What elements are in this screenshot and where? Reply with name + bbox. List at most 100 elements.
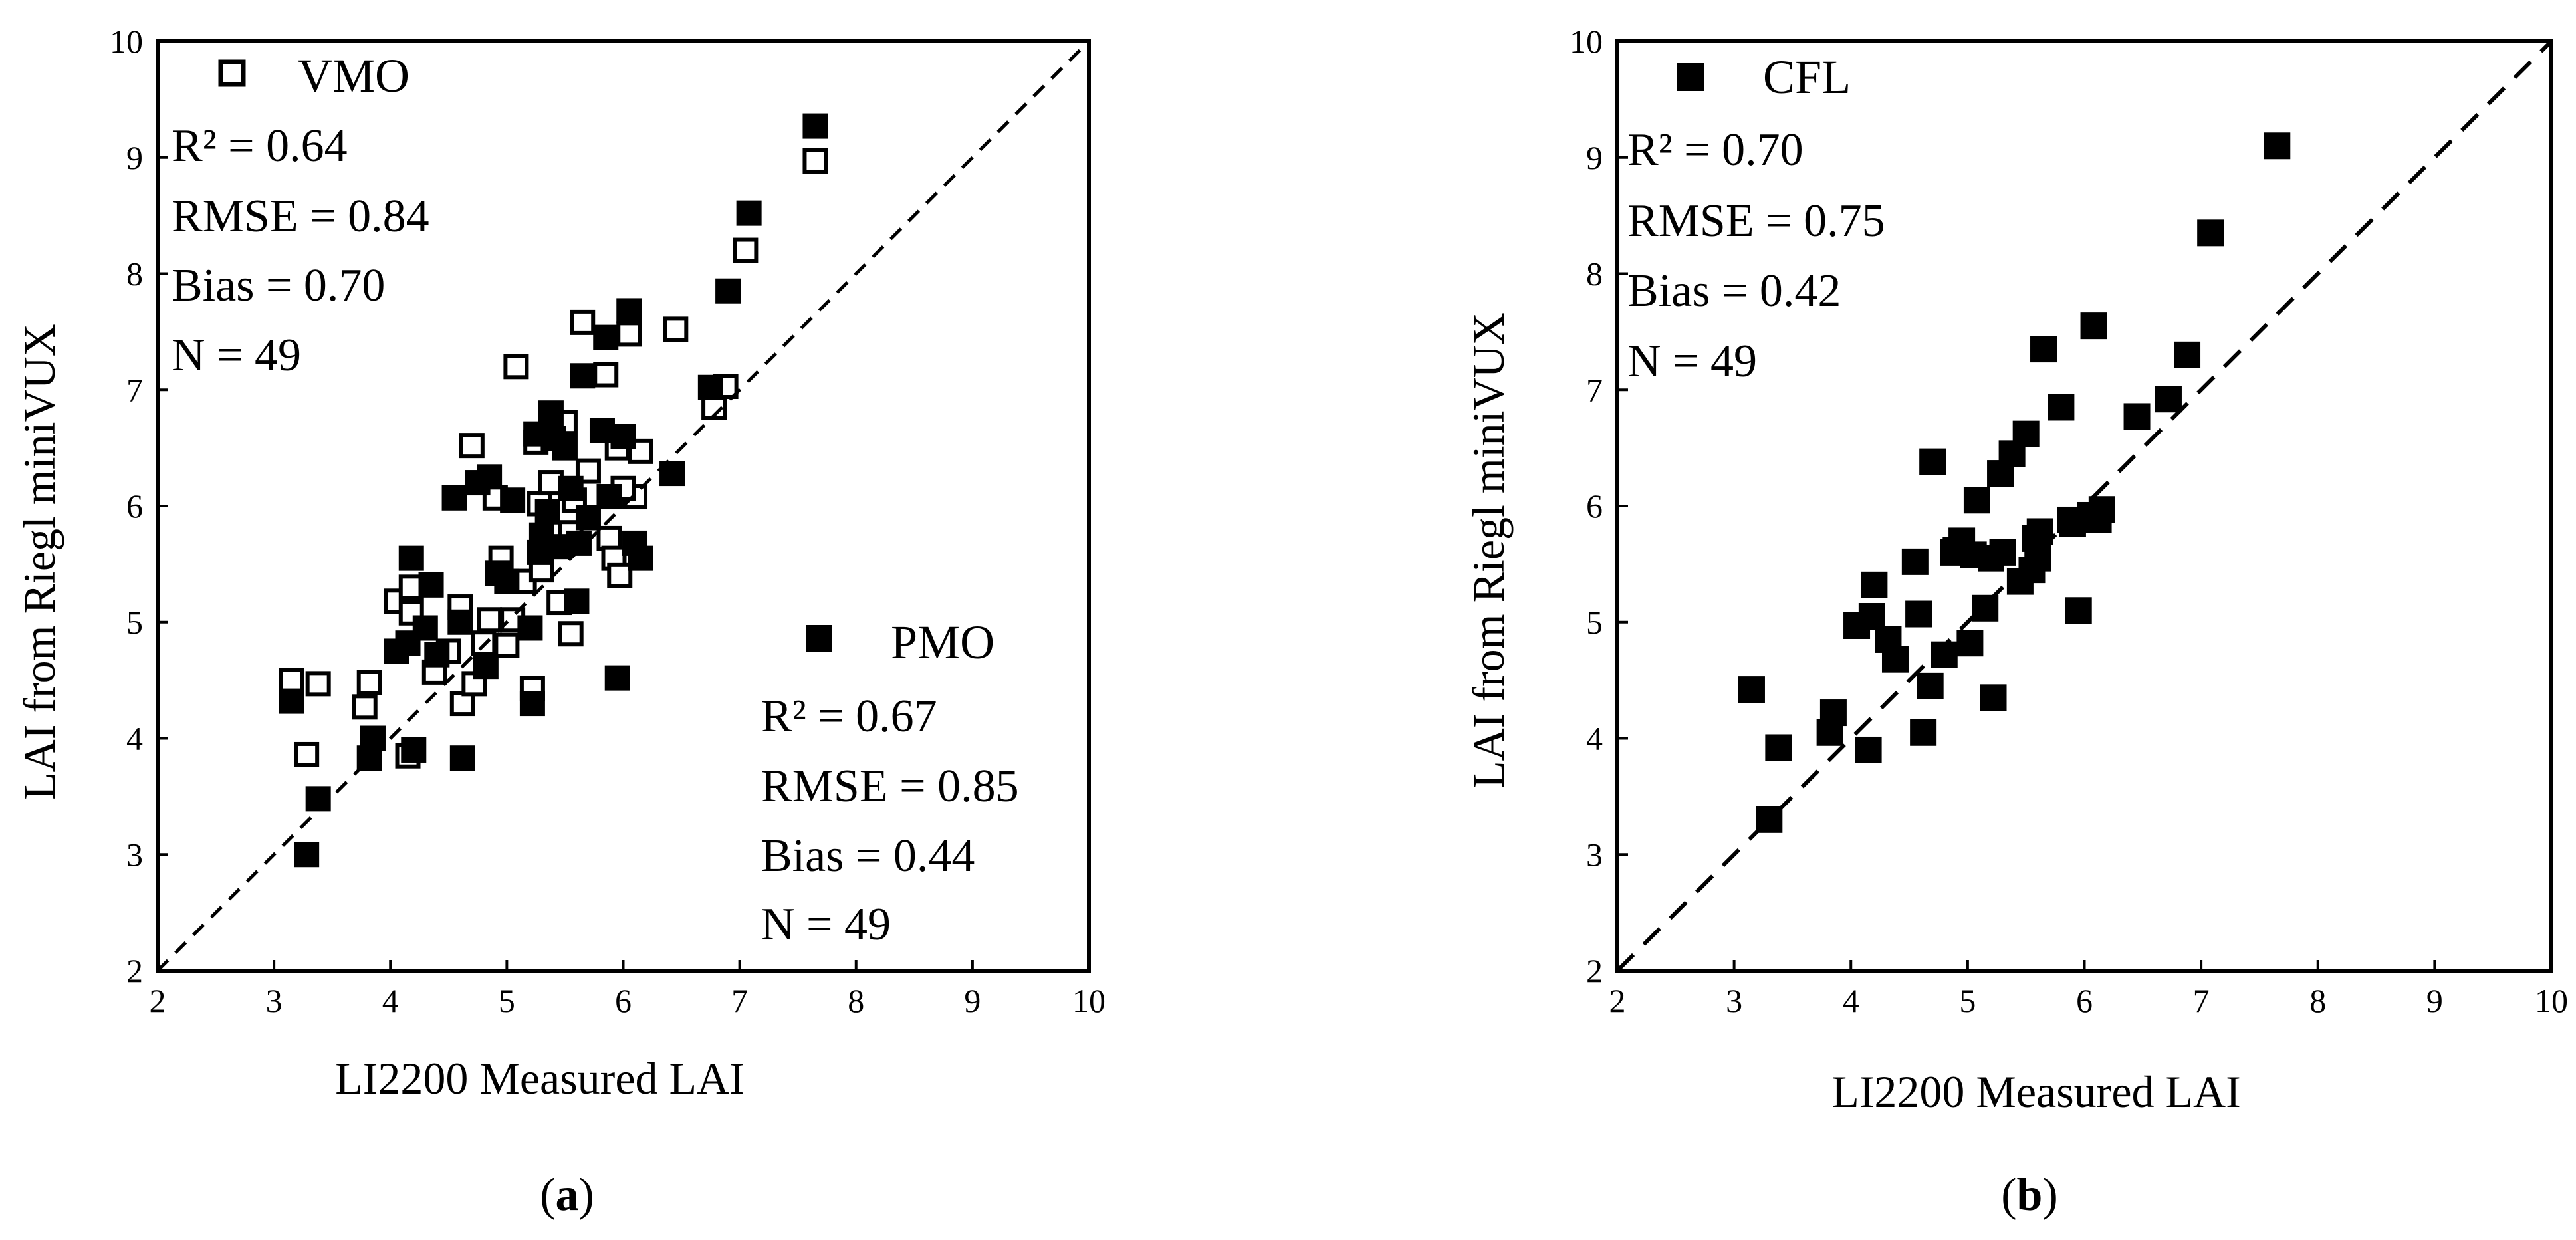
panel-b-ytick-label: 2	[1586, 952, 1603, 989]
point-pmo	[715, 278, 741, 304]
point-cfl	[1910, 719, 1937, 746]
point-vmo	[477, 607, 503, 633]
point-pmo	[305, 786, 331, 812]
point-cfl	[1858, 603, 1885, 630]
panel-b-ytick-label: 7	[1586, 371, 1603, 408]
point-cfl	[1980, 684, 2007, 711]
panel-b-xtick-label: 5	[1959, 982, 1976, 1019]
panel-a-ytick-label: 5	[126, 604, 143, 641]
point-cfl	[1989, 539, 2016, 566]
point-vmo	[802, 148, 828, 174]
panel-a-one-to-one-line	[156, 40, 1090, 972]
point-pmo	[494, 568, 520, 594]
panel-a-xlabel: LI2200 Measured LAI	[335, 1053, 745, 1104]
point-cfl	[2012, 420, 2040, 447]
panel-b-one-to-one-line	[1615, 39, 2553, 973]
panel-b-ticks: 2 3 4 5 6 7 8 9 10 2 3 4 5 6 7 8 9 10	[1570, 23, 2568, 1019]
panel-b-xtick-label: 10	[2535, 982, 2568, 1019]
panel-a-ytick-label: 4	[126, 720, 143, 757]
point-cfl	[1919, 448, 1946, 475]
point-vmo	[279, 668, 304, 693]
panel-a-xtick-label: 3	[266, 982, 283, 1019]
panel-a-xtick-label: 7	[731, 982, 748, 1019]
point-vmo	[494, 632, 520, 658]
panel-b-caption-letter: b	[2017, 1170, 2043, 1221]
point-cfl	[1901, 548, 1929, 575]
panel-a: 2 3 4 5 6 7 8 9 10 2 3 4 5 6 7 8 9 10 LAI from Riegl mini…	[14, 23, 1106, 1221]
legend-pmo-label: PMO	[891, 616, 995, 669]
vmo-n: N = 49	[172, 330, 301, 381]
point-vmo	[294, 741, 320, 767]
panel-a-xtick-label: 5	[499, 982, 515, 1019]
point-pmo	[593, 324, 619, 350]
legend-pmo-marker	[806, 625, 832, 652]
point-pmo	[570, 363, 596, 389]
point-cfl	[2155, 386, 2182, 413]
panel-a-caption-open: (	[540, 1170, 555, 1221]
panel-a-ytick-label: 6	[126, 487, 143, 525]
point-pmo	[697, 374, 723, 400]
legend-vmo-label: VMO	[298, 49, 410, 102]
point-pmo	[477, 464, 503, 490]
legend-cfl-label: CFL	[1763, 51, 1851, 104]
panel-b-xtick-label: 7	[2193, 982, 2210, 1019]
cfl-rmse: RMSE = 0.75	[1627, 195, 1885, 247]
point-pmo	[558, 475, 584, 501]
panel-a-ylabel: LAI from Riegl miniVUX	[14, 324, 64, 800]
point-cfl	[1855, 736, 1882, 763]
legend-cfl-marker	[1677, 63, 1704, 91]
panel-b-xtick-label: 8	[2309, 982, 2326, 1019]
panel-b-ytick-label: 4	[1586, 720, 1603, 757]
panel-a-caption-letter: a	[556, 1170, 579, 1221]
panel-b-ylabel: LAI from Riegl miniVUX	[1463, 312, 1514, 789]
panel-b-ytick-label: 5	[1586, 604, 1603, 641]
point-pmo	[294, 842, 320, 868]
point-pmo	[616, 298, 642, 324]
vmo-r2: R² = 0.64	[172, 120, 348, 172]
point-pmo	[473, 654, 499, 680]
point-pmo	[534, 499, 560, 525]
panel-b: 2 3 4 5 6 7 8 9 10 2 3 4 5 6 7 8 9 10 LAI from Riegl mini…	[1463, 23, 2568, 1221]
panel-b-ytick-label: 6	[1586, 487, 1603, 525]
point-cfl	[1881, 646, 1909, 673]
panel-b-caption-close: )	[2042, 1170, 2057, 1221]
point-vmo	[616, 321, 642, 347]
point-pmo	[802, 113, 828, 139]
panel-a-xtick-label: 10	[1072, 982, 1106, 1019]
panel-a-ytick-label: 10	[110, 23, 143, 60]
point-pmo	[604, 665, 630, 691]
point-pmo	[424, 642, 450, 668]
legend-vmo-marker	[218, 59, 246, 87]
vmo-rmse: RMSE = 0.84	[172, 191, 429, 242]
point-cfl	[2024, 545, 2051, 572]
panel-a-ytick-label: 9	[126, 139, 143, 176]
pmo-r2: R² = 0.67	[761, 691, 937, 742]
point-cfl	[1905, 600, 1932, 628]
point-pmo	[538, 400, 564, 426]
panel-a-xtick-label: 9	[964, 982, 981, 1019]
pmo-bias: Bias = 0.44	[761, 830, 975, 882]
point-vmo	[593, 362, 619, 388]
cfl-n: N = 49	[1627, 336, 1757, 387]
panel-a-caption: (a)	[540, 1170, 594, 1221]
point-cfl	[2048, 394, 2075, 421]
point-pmo	[449, 745, 475, 771]
point-pmo	[412, 615, 438, 641]
point-vmo	[356, 670, 382, 695]
point-cfl	[2080, 312, 2107, 340]
panel-a-xtick-label: 6	[615, 982, 632, 1019]
panel-b-ytick-label: 10	[1570, 23, 1603, 60]
point-cfl	[1738, 676, 1765, 703]
panel-b-xtick-label: 3	[1726, 982, 1742, 1019]
point-cfl	[2123, 403, 2151, 430]
point-pmo	[610, 424, 636, 449]
point-pmo	[418, 572, 444, 598]
point-cfl	[2264, 132, 2291, 160]
point-vmo	[352, 694, 378, 720]
panel-b-caption: (b)	[2001, 1170, 2058, 1221]
point-pmo	[519, 691, 545, 717]
point-vmo	[607, 562, 633, 588]
panel-a-ytick-label: 3	[126, 836, 143, 873]
cfl-bias: Bias = 0.42	[1627, 265, 1841, 316]
point-pmo	[564, 588, 590, 614]
